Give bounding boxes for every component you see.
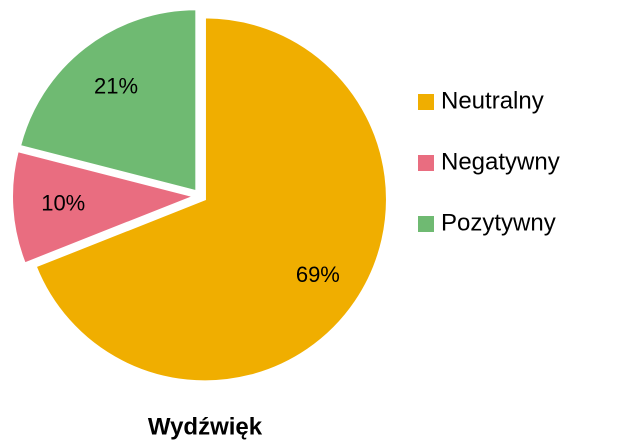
pie-slice [34, 16, 388, 383]
pie-slice [18, 8, 198, 193]
legend-label: Pozytywny [441, 209, 556, 236]
data-label: 69% [296, 262, 340, 287]
data-label: 21% [94, 74, 138, 99]
legend-label: Neutralny [441, 87, 544, 114]
legend-swatch [418, 216, 434, 232]
legend-swatch [418, 155, 434, 171]
data-label: 10% [41, 190, 85, 215]
legend-swatch [418, 94, 434, 110]
pie-slice [11, 149, 198, 265]
legend-label: Negatywny [441, 148, 560, 175]
chart-title: Wydźwięk [148, 413, 263, 440]
